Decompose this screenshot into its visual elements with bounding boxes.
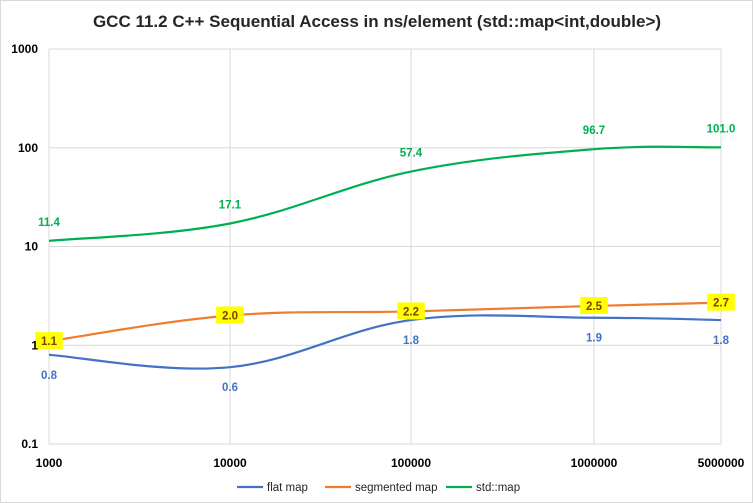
data-label: 17.1 bbox=[219, 199, 242, 211]
y-tick-label: 1000 bbox=[11, 42, 38, 56]
data-label-highlight bbox=[35, 332, 63, 350]
legend-label: flat map bbox=[267, 482, 308, 494]
x-tick-label: 5000000 bbox=[698, 456, 745, 470]
chart-title: GCC 11.2 C++ Sequential Access in ns/ele… bbox=[93, 12, 661, 31]
grid-layer bbox=[48, 48, 722, 445]
data-label: 0.6 bbox=[222, 382, 238, 394]
data-label: 101.0 bbox=[707, 123, 736, 135]
x-tick-label: 1000000 bbox=[571, 456, 618, 470]
y-tick-label: 100 bbox=[18, 141, 38, 155]
data-label: 2.5 bbox=[586, 301, 603, 313]
data-label-highlight bbox=[216, 306, 244, 324]
y-tick-label: 0.1 bbox=[21, 437, 38, 451]
data-label-highlight bbox=[707, 293, 735, 311]
data-label: 1.8 bbox=[403, 335, 420, 347]
legend-item: segmented map bbox=[325, 482, 437, 494]
data-label-highlight bbox=[397, 302, 425, 320]
data-label: 2.7 bbox=[713, 298, 729, 310]
legend-item: std::map bbox=[446, 482, 520, 494]
data-label: 1.1 bbox=[41, 336, 58, 348]
data-label: 2.0 bbox=[222, 311, 238, 323]
series-line-segmented-map bbox=[48, 301, 722, 343]
tick-layer: 0.1 1 10 100 1000 1000 10000 100000 1000000 50000… bbox=[11, 42, 744, 470]
legend: flat map segmented map std::map bbox=[237, 482, 520, 494]
y-tick-label: 10 bbox=[25, 240, 39, 254]
series-layer bbox=[48, 145, 722, 370]
x-tick-label: 100000 bbox=[391, 456, 431, 470]
x-tick-label: 10000 bbox=[213, 456, 247, 470]
series-line-std-map bbox=[48, 145, 722, 242]
data-label-highlight bbox=[580, 296, 608, 314]
x-tick-label: 1000 bbox=[36, 456, 63, 470]
data-label: 0.8 bbox=[41, 370, 58, 382]
data-label: 11.4 bbox=[38, 217, 60, 229]
legend-label: std::map bbox=[476, 482, 520, 494]
series-line-flat-map bbox=[48, 314, 722, 370]
data-label: 1.8 bbox=[713, 335, 730, 347]
data-label: 57.4 bbox=[400, 148, 423, 160]
legend-label: segmented map bbox=[355, 482, 437, 494]
legend-item: flat map bbox=[237, 482, 308, 494]
data-label-layer: 0.8 0.6 1.8 1.9 1.8 1.1 2.0 2.2 2.5 2.7 11.4 17.1 57… bbox=[35, 123, 735, 394]
data-label: 2.2 bbox=[403, 306, 419, 318]
data-label: 1.9 bbox=[586, 333, 602, 345]
y-tick-label: 1 bbox=[31, 338, 38, 352]
data-label: 96.7 bbox=[583, 125, 605, 137]
